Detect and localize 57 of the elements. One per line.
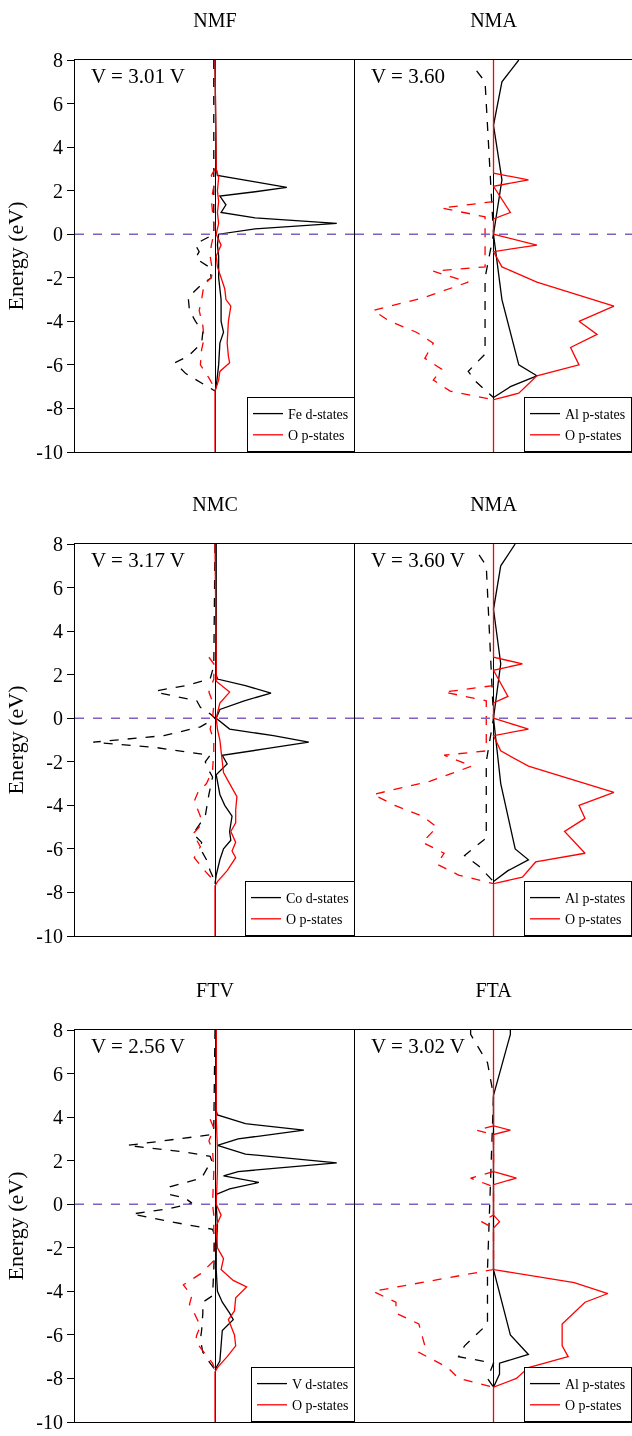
y-tick-label: 4: [53, 620, 63, 643]
y-tick-label: -10: [36, 1411, 63, 1433]
y-axis-title: Energy (eV): [3, 1171, 29, 1281]
y-tick-label: 8: [53, 49, 63, 71]
y-tick-label: 8: [53, 1019, 63, 1041]
y-tick-label: -4: [46, 310, 63, 333]
y-tick-label: 6: [53, 92, 63, 115]
y-axis-title: Energy (eV): [3, 201, 29, 311]
y-tick-label: -6: [46, 837, 63, 860]
y-tick-label: -8: [46, 397, 63, 420]
y-axis-title: Energy (eV): [3, 685, 29, 795]
y-tick-label: 6: [53, 576, 63, 599]
y-tick-label: -4: [46, 794, 63, 817]
legend-label: O p-states: [565, 912, 622, 928]
y-tick-label: 0: [53, 223, 63, 246]
y-tick-label: -6: [46, 1323, 63, 1346]
annotation: V = 2.56 V: [91, 1034, 185, 1058]
legend-label: Al p-states: [565, 1377, 626, 1393]
chart-title: NMA: [470, 9, 518, 31]
y-tick-label: -2: [46, 266, 63, 289]
legend-label: O p-states: [565, 428, 622, 444]
legend-label: V d-states: [292, 1377, 349, 1393]
legend-label: Al p-states: [565, 407, 626, 423]
y-tick-label: -8: [46, 881, 63, 904]
legend-label: O p-states: [286, 912, 343, 928]
y-tick-label: -10: [36, 925, 63, 947]
y-tick-label: -2: [46, 750, 63, 773]
chart-title: NMF: [193, 9, 237, 31]
y-tick-label: -8: [46, 1367, 63, 1390]
y-tick-label: 8: [53, 533, 63, 555]
chart-title: FTA: [475, 979, 513, 1001]
legend-label: O p-states: [292, 1398, 349, 1414]
y-tick-label: 2: [53, 663, 63, 686]
chart-title: NMC: [192, 493, 238, 515]
y-tick-label: -10: [36, 441, 63, 463]
legend-label: O p-states: [288, 428, 345, 444]
annotation: V = 3.60: [371, 64, 445, 88]
y-tick-label: 4: [53, 136, 63, 159]
y-tick-label: 2: [53, 1149, 63, 1172]
annotation: V = 3.17 V: [91, 548, 185, 572]
y-tick-label: -6: [46, 353, 63, 376]
y-tick-label: 0: [53, 1193, 63, 1216]
y-tick-label: 0: [53, 707, 63, 730]
annotation: V = 3.60 V: [371, 548, 465, 572]
chart-title: FTV: [196, 979, 235, 1001]
chart-title: NMA: [470, 493, 518, 515]
y-tick-label: -4: [46, 1280, 63, 1303]
annotation: V = 3.01 V: [91, 64, 185, 88]
y-tick-label: 6: [53, 1062, 63, 1085]
legend-label: Co d-states: [286, 891, 349, 907]
y-tick-label: 2: [53, 179, 63, 202]
legend-label: O p-states: [565, 1398, 622, 1414]
y-tick-label: 4: [53, 1106, 63, 1129]
legend-label: Fe d-states: [288, 407, 349, 423]
legend-label: Al p-states: [565, 891, 626, 907]
annotation: V = 3.02 V: [371, 1034, 465, 1058]
y-tick-label: -2: [46, 1236, 63, 1259]
